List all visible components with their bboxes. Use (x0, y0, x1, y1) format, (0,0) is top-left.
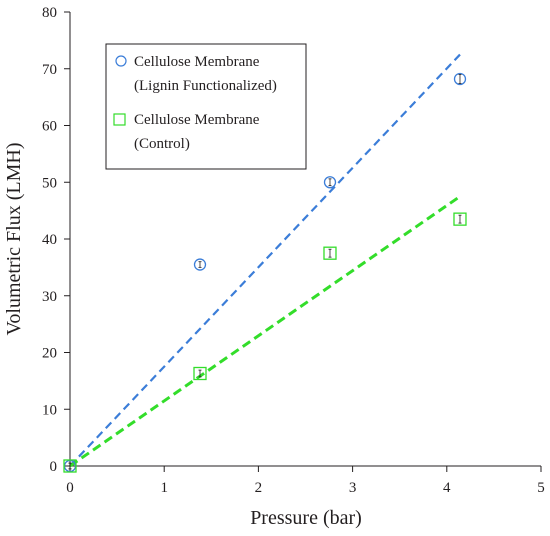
data-point-control (193, 366, 207, 381)
legend-label-control-line1: Cellulose Membrane (134, 112, 260, 128)
y-tick-label: 80 (42, 5, 57, 21)
data-point-control (63, 459, 77, 473)
y-tick-label: 0 (50, 459, 58, 475)
marker-circle (193, 258, 207, 271)
x-tick-label: 3 (349, 480, 357, 496)
fit-line-lignin (69, 53, 461, 467)
marker-circle (323, 176, 337, 189)
y-tick-label: 30 (42, 289, 57, 305)
marker-square (193, 366, 207, 381)
marker-circle (453, 72, 467, 86)
x-tick-label: 5 (537, 480, 545, 496)
legend-marker-control (113, 113, 126, 126)
legend-box (105, 43, 307, 170)
y-tick-label: 40 (42, 232, 57, 248)
y-ticks: 0 10 20 30 40 50 60 70 80 (42, 5, 70, 475)
marker-square (323, 246, 337, 260)
y-tick-label: 70 (42, 62, 57, 78)
x-tick-label: 4 (443, 480, 451, 496)
x-axis-title: Pressure (bar) (250, 507, 362, 529)
marker-square (453, 212, 467, 226)
legend-marker-lignin (115, 55, 127, 67)
x-tick-label: 0 (66, 480, 74, 496)
x-tick-label: 2 (255, 480, 263, 496)
y-tick-label: 50 (42, 175, 57, 191)
y-tick-label: 10 (42, 402, 57, 418)
data-point-lignin (453, 72, 467, 86)
fit-line-control (69, 195, 461, 468)
x-tick-label: 1 (160, 480, 168, 496)
y-tick-label: 20 (42, 346, 57, 362)
fit-lines (69, 53, 461, 468)
data-point-control (323, 246, 337, 260)
legend-label-lignin-line1: Cellulose Membrane (134, 54, 260, 70)
legend: Cellulose Membrane (Lignin Functionalize… (105, 43, 307, 170)
legend-label-lignin-line2: (Lignin Functionalized) (134, 78, 277, 94)
data-points (63, 72, 467, 473)
marker-square (63, 459, 77, 473)
y-tick-label: 60 (42, 119, 57, 135)
data-point-lignin (193, 258, 207, 271)
y-axis-title: Volumetric Flux (LMH) (3, 143, 25, 336)
legend-label-control-line2: (Control) (134, 136, 190, 152)
x-ticks: 0 1 2 3 4 5 (66, 466, 545, 496)
plot-area: 0 1 2 3 4 5 0 10 20 30 40 50 60 70 80 (42, 5, 545, 496)
data-point-lignin (323, 176, 337, 189)
data-point-control (453, 212, 467, 226)
